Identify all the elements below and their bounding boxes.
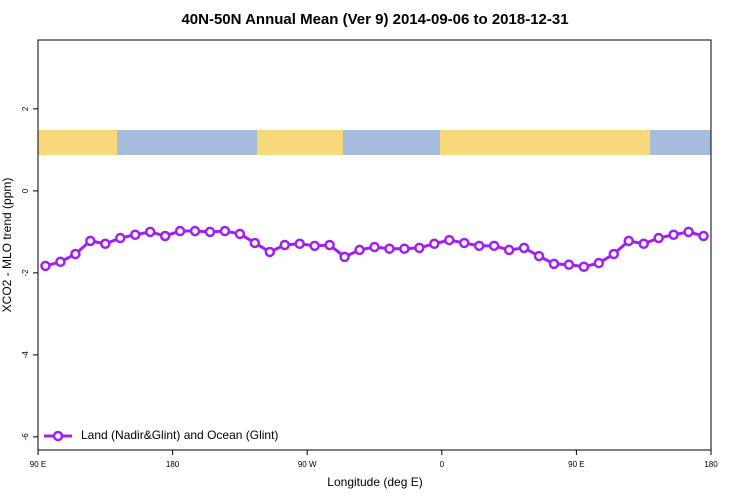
x-axis-label: Longitude (deg E) (327, 475, 422, 489)
data-point (668, 229, 679, 240)
data-point (204, 226, 216, 238)
data-point (414, 242, 425, 254)
y-axis-label: XCO2 - MLO trend (ppm) (0, 178, 14, 313)
data-point (563, 259, 575, 270)
data-point (458, 237, 470, 249)
data-point (593, 257, 605, 269)
data-point (698, 230, 709, 242)
data-point (623, 235, 634, 247)
data-point (129, 229, 141, 240)
data-point (533, 250, 545, 262)
data-point (444, 234, 455, 246)
plot-frame (37, 39, 712, 451)
data-point (189, 225, 201, 237)
data-point (503, 244, 515, 256)
data-point (399, 243, 410, 254)
data-point (324, 239, 335, 251)
data-point (683, 226, 694, 238)
data-point (144, 226, 156, 238)
y-tick-label: -4 (21, 351, 30, 359)
y-tick-label: 2 (21, 106, 30, 111)
land-band (38, 130, 117, 155)
x-tick-label: 90 E (30, 460, 46, 469)
data-point (85, 235, 96, 247)
x-tick-label: 180 (704, 460, 718, 469)
data-point (40, 260, 51, 272)
map-band (38, 130, 711, 155)
data-point (279, 239, 291, 251)
y-tick-label: -6 (21, 433, 30, 441)
legend-marker (52, 430, 64, 442)
data-point (159, 230, 171, 242)
data-point (219, 225, 231, 237)
x-tick-label: 90 W (298, 460, 317, 469)
y-tick-label: 0 (21, 188, 30, 193)
chart-title: 40N-50N Annual Mean (Ver 9) 2014-09-06 t… (181, 11, 568, 28)
data-point (548, 258, 560, 270)
data-point (638, 238, 649, 250)
data-point (473, 240, 485, 252)
data-point (100, 238, 111, 250)
legend-label: Land (Nadir&Glint) and Ocean (Glint) (81, 428, 278, 442)
data-point (578, 261, 590, 272)
data-point (234, 228, 246, 240)
data-point (354, 244, 365, 256)
data-point (115, 232, 126, 244)
data-point (174, 225, 186, 237)
land-band (257, 130, 343, 155)
data-point (369, 241, 380, 253)
x-tick-label: 180 (166, 460, 180, 469)
data-point (608, 248, 620, 260)
land-band (440, 130, 650, 155)
data-point (309, 240, 320, 252)
data-point (249, 237, 261, 249)
data-point (518, 242, 530, 254)
data-point (339, 251, 350, 263)
data-point (55, 256, 66, 268)
data-point (70, 248, 81, 260)
data-point (384, 243, 395, 254)
data-point (429, 238, 440, 250)
data-point (488, 240, 500, 252)
x-tick-label: 90 E (568, 460, 584, 469)
data-point (264, 246, 276, 258)
data-point (294, 238, 305, 250)
y-tick-label: -2 (21, 269, 30, 277)
x-tick-label: 0 (440, 460, 445, 469)
data-point (653, 232, 664, 244)
